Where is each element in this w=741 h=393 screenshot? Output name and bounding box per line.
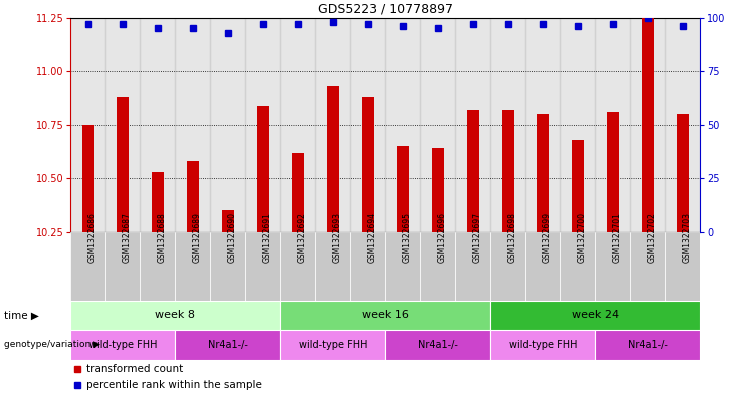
Bar (187, 161, 199, 232)
Bar (316, 232, 350, 301)
Bar (665, 18, 700, 232)
Bar (665, 232, 700, 301)
Bar (245, 232, 280, 301)
Text: GSM1322693: GSM1322693 (333, 212, 342, 263)
Bar (595, 330, 700, 360)
Bar (222, 210, 234, 232)
Bar (70, 330, 176, 360)
Bar (571, 140, 584, 232)
Bar (642, 18, 654, 232)
Text: GSM1322702: GSM1322702 (648, 212, 657, 263)
Bar (385, 18, 420, 232)
Text: genotype/variation ▶: genotype/variation ▶ (4, 340, 100, 349)
Bar (350, 232, 385, 301)
Text: GSM1322700: GSM1322700 (578, 212, 587, 263)
Bar (210, 232, 245, 301)
Bar (525, 18, 560, 232)
Text: GSM1322689: GSM1322689 (193, 212, 202, 263)
Bar (607, 112, 619, 232)
Text: wild-type FHH: wild-type FHH (508, 340, 577, 350)
Bar (677, 114, 689, 232)
Text: GSM1322694: GSM1322694 (368, 212, 377, 263)
Bar (631, 18, 665, 232)
Bar (432, 148, 444, 232)
Bar (210, 18, 245, 232)
Bar (396, 146, 409, 232)
Bar (455, 232, 491, 301)
Bar (117, 97, 129, 232)
Bar (316, 18, 350, 232)
Bar (280, 232, 316, 301)
Text: GSM1322703: GSM1322703 (682, 212, 692, 263)
Bar (560, 18, 595, 232)
Bar (70, 18, 105, 232)
Text: percentile rank within the sample: percentile rank within the sample (86, 380, 262, 389)
Bar (280, 18, 316, 232)
Bar (327, 86, 339, 232)
Text: Nr4a1-/-: Nr4a1-/- (418, 340, 458, 350)
Text: GSM1322701: GSM1322701 (613, 212, 622, 263)
Bar (595, 18, 631, 232)
Text: GSM1322697: GSM1322697 (473, 212, 482, 263)
Bar (176, 330, 280, 360)
Bar (491, 18, 525, 232)
Text: GSM1322686: GSM1322686 (88, 212, 97, 263)
Bar (467, 110, 479, 232)
Text: GSM1322695: GSM1322695 (403, 212, 412, 263)
Text: GSM1322691: GSM1322691 (263, 212, 272, 263)
Bar (536, 114, 549, 232)
Text: week 16: week 16 (362, 310, 409, 320)
Text: Nr4a1-/-: Nr4a1-/- (628, 340, 668, 350)
Bar (245, 18, 280, 232)
Text: GSM1322698: GSM1322698 (508, 212, 516, 263)
Text: GSM1322688: GSM1322688 (158, 212, 167, 263)
Bar (176, 232, 210, 301)
Bar (256, 105, 269, 232)
Text: transformed count: transformed count (86, 364, 183, 374)
Bar (350, 18, 385, 232)
Bar (140, 18, 176, 232)
Bar (491, 301, 700, 330)
Bar (105, 232, 140, 301)
Text: GSM1322699: GSM1322699 (542, 212, 552, 263)
Bar (280, 301, 491, 330)
Text: GSM1322687: GSM1322687 (123, 212, 132, 263)
Bar (70, 301, 280, 330)
Text: Nr4a1-/-: Nr4a1-/- (208, 340, 247, 350)
Text: GSM1322692: GSM1322692 (298, 212, 307, 263)
Bar (420, 232, 455, 301)
Bar (631, 232, 665, 301)
Title: GDS5223 / 10778897: GDS5223 / 10778897 (318, 2, 453, 15)
Bar (105, 18, 140, 232)
Bar (525, 232, 560, 301)
Bar (491, 232, 525, 301)
Bar (502, 110, 514, 232)
Text: time ▶: time ▶ (4, 310, 39, 320)
Text: GSM1322696: GSM1322696 (438, 212, 447, 263)
Bar (595, 232, 631, 301)
Text: GSM1322690: GSM1322690 (228, 212, 237, 263)
Bar (385, 330, 491, 360)
Text: week 8: week 8 (156, 310, 196, 320)
Bar (560, 232, 595, 301)
Bar (176, 18, 210, 232)
Bar (362, 97, 374, 232)
Bar (70, 232, 105, 301)
Bar (455, 18, 491, 232)
Bar (292, 152, 304, 232)
Text: wild-type FHH: wild-type FHH (89, 340, 157, 350)
Bar (82, 125, 94, 232)
Bar (385, 232, 420, 301)
Text: week 24: week 24 (572, 310, 619, 320)
Bar (140, 232, 176, 301)
Bar (491, 330, 595, 360)
Bar (280, 330, 385, 360)
Bar (152, 172, 164, 232)
Text: wild-type FHH: wild-type FHH (299, 340, 367, 350)
Bar (420, 18, 455, 232)
